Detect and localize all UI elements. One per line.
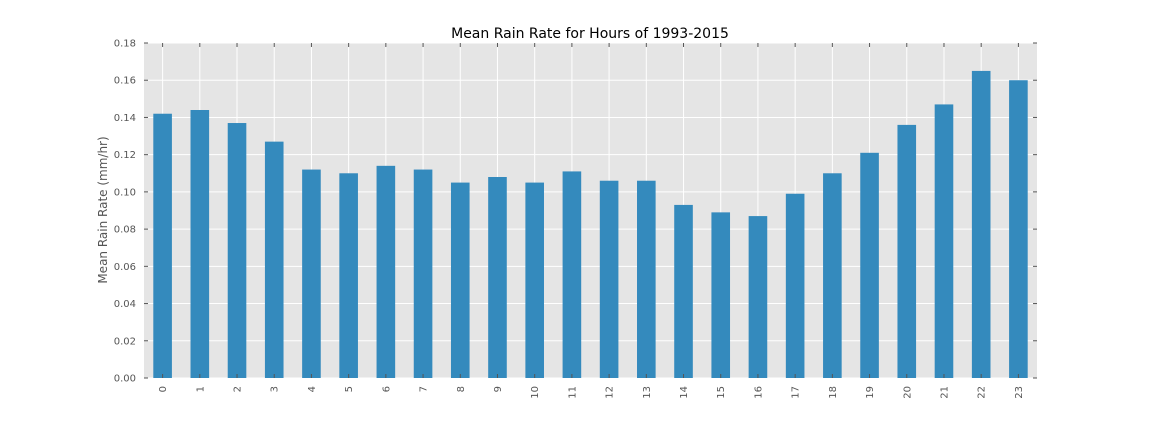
y-tick-label: 0.00 <box>114 374 136 385</box>
y-tick-label: 0.18 <box>114 39 136 50</box>
x-tick-label: 23 <box>1014 386 1025 399</box>
y-tick-label: 0.16 <box>114 76 136 87</box>
x-tick-label: 10 <box>530 386 541 399</box>
x-tick-label: 15 <box>716 386 727 399</box>
x-tick-label: 18 <box>828 386 839 399</box>
bar-hour-2 <box>227 123 247 379</box>
y-axis-ticks: 0.00 0.02 0.04 0.06 0.08 0.10 0.12 0.14 0.16 0.18 <box>114 39 1037 385</box>
bar-hour-13 <box>637 180 656 378</box>
x-tick-label: 3 <box>270 386 281 392</box>
x-tick-label: 12 <box>605 386 616 399</box>
bar-hour-8 <box>450 182 470 378</box>
x-tick-label: 20 <box>902 386 913 399</box>
bar-hour-15 <box>711 212 731 378</box>
bar-hour-21 <box>934 104 954 379</box>
x-tick-label: 19 <box>865 386 876 399</box>
x-tick-label: 4 <box>307 386 318 392</box>
x-axis-ticks: 0 1 2 3 4 5 6 7 8 9 10 11 12 13 14 15 16 17 18 19 20 21 22 23 <box>158 43 1025 399</box>
bar-hour-14 <box>674 204 693 378</box>
chart-title: Mean Rain Rate for Hours of 1993-2015 <box>451 26 729 42</box>
y-tick-label: 0.12 <box>114 150 136 161</box>
bar-hour-7 <box>413 169 433 378</box>
bar-hour-1 <box>190 110 210 378</box>
y-axis-label: Mean Rain Rate (mm/hr) <box>96 136 110 283</box>
x-tick-label: 21 <box>939 386 950 399</box>
y-tick-label: 0.04 <box>114 299 136 310</box>
x-tick-label: 1 <box>195 386 206 392</box>
x-tick-label: 8 <box>456 386 467 392</box>
bar-hour-17 <box>785 193 805 378</box>
bar-hour-4 <box>302 169 321 378</box>
bar-hour-6 <box>376 165 396 378</box>
x-tick-label: 7 <box>419 386 430 392</box>
bar-hour-10 <box>525 182 544 378</box>
plot-area <box>144 43 1037 378</box>
x-tick-label: 13 <box>642 386 653 399</box>
x-tick-label: 16 <box>753 386 764 399</box>
bar-hour-16 <box>748 216 768 378</box>
bar-hour-9 <box>488 177 507 378</box>
x-tick-label: 22 <box>977 386 988 399</box>
bars <box>153 70 1028 379</box>
y-tick-label: 0.10 <box>114 187 136 198</box>
bar-hour-23 <box>1009 80 1028 378</box>
bar-hour-11 <box>562 171 582 378</box>
y-tick-label: 0.14 <box>114 113 136 124</box>
bar-hour-0 <box>153 113 172 378</box>
y-tick-label: 0.02 <box>114 336 136 347</box>
y-tick-label: 0.06 <box>114 262 136 273</box>
x-tick-label: 9 <box>493 386 504 392</box>
x-tick-label: 11 <box>567 386 578 399</box>
bar-hour-12 <box>599 180 619 378</box>
x-tick-label: 17 <box>791 386 802 399</box>
x-tick-label: 0 <box>158 386 169 392</box>
bar-hour-22 <box>971 70 991 379</box>
x-tick-label: 5 <box>344 386 355 392</box>
bar-hour-19 <box>860 152 879 378</box>
bar-hour-20 <box>897 124 917 378</box>
x-tick-label: 14 <box>679 386 690 399</box>
bar-hour-3 <box>264 141 284 378</box>
x-tick-label: 2 <box>233 386 244 392</box>
bar-hour-18 <box>823 173 842 378</box>
bar-hour-5 <box>339 173 358 378</box>
x-tick-label: 6 <box>381 386 392 392</box>
y-tick-label: 0.08 <box>114 225 136 236</box>
